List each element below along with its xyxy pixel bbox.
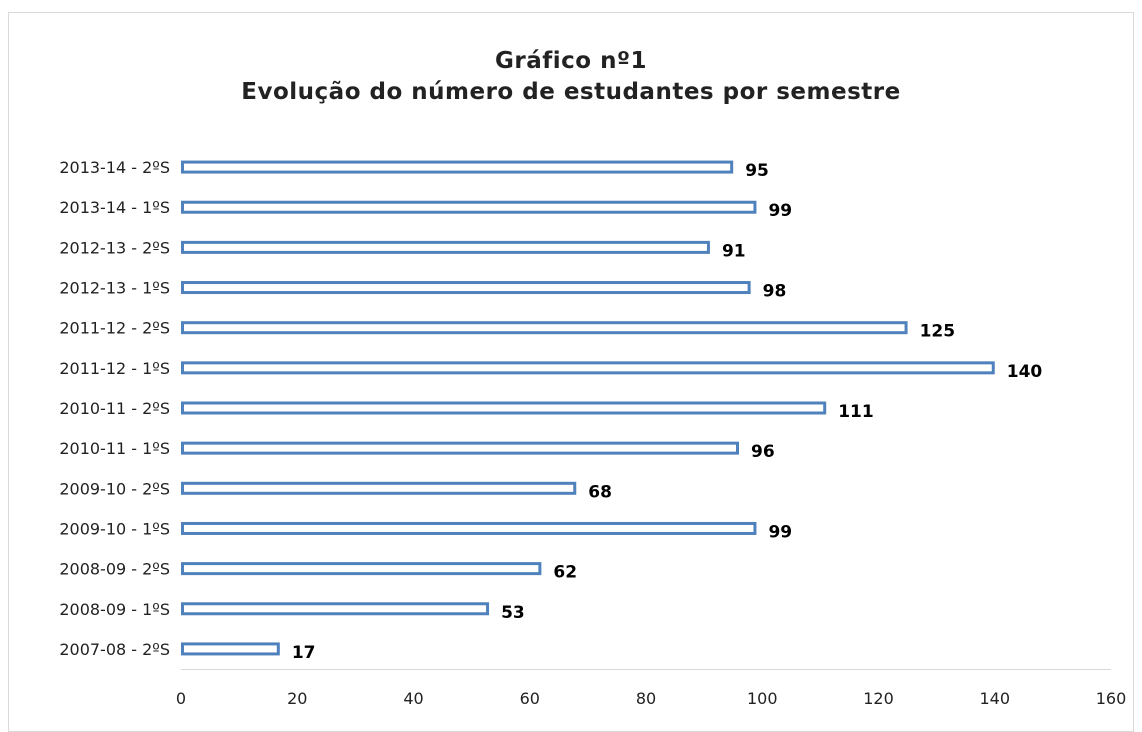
bar: [181, 281, 751, 295]
category-label: 2013-14 - 1ºS: [59, 198, 170, 217]
bar: [181, 441, 739, 455]
bar: [181, 160, 734, 174]
bar: [181, 521, 757, 535]
category-label: 2012-13 - 1ºS: [59, 279, 170, 298]
data-label: 68: [588, 482, 612, 502]
x-tick-label: 60: [520, 689, 540, 708]
data-label: 91: [722, 241, 746, 261]
chart-title-line-1: Gráfico nº1: [495, 48, 647, 74]
bar: [181, 401, 827, 415]
bar: [181, 481, 577, 495]
x-tick-label: 100: [747, 689, 778, 708]
category-label: 2007-08 - 2ºS: [59, 640, 170, 659]
category-label: 2013-14 - 2ºS: [59, 158, 170, 177]
chart-title-line-2: Evolução do número de estudantes por sem…: [241, 79, 901, 105]
bar: [181, 602, 490, 616]
x-tick-label: 40: [403, 689, 423, 708]
data-label: 17: [292, 643, 316, 663]
bar: [181, 200, 757, 214]
category-label: 2009-10 - 1ºS: [59, 519, 170, 538]
bar: [181, 321, 908, 335]
category-label: 2010-11 - 2ºS: [59, 399, 170, 418]
bar: [181, 240, 710, 254]
category-label: 2008-09 - 1ºS: [59, 600, 170, 619]
data-label: 62: [553, 563, 577, 583]
bar: [181, 361, 995, 375]
category-label: 2011-12 - 2ºS: [59, 319, 170, 338]
x-tick-label: 160: [1096, 689, 1127, 708]
category-label: 2009-10 - 2ºS: [59, 479, 170, 498]
data-label: 96: [751, 442, 775, 462]
category-label: 2011-12 - 1ºS: [59, 359, 170, 378]
bar-chart: 0 20 40 60 80 100 120 140 160 2007-08 - 2ºS 17 2008…: [59, 158, 1127, 708]
category-label: 2012-13 - 2ºS: [59, 238, 170, 257]
data-label: 140: [1007, 362, 1043, 382]
category-label: 2010-11 - 1ºS: [59, 439, 170, 458]
x-tick-label: 80: [636, 689, 656, 708]
bar: [181, 562, 542, 576]
data-label: 98: [763, 282, 787, 302]
data-label: 111: [838, 402, 874, 422]
data-label: 99: [768, 522, 792, 542]
data-label: 53: [501, 603, 525, 623]
x-tick-label: 0: [176, 689, 186, 708]
x-tick-label: 20: [287, 689, 307, 708]
category-label: 2008-09 - 2ºS: [59, 560, 170, 579]
data-label: 99: [768, 201, 792, 221]
data-label: 125: [920, 322, 956, 342]
bar: [181, 642, 280, 656]
chart-title: Gráfico nº1 Evolução do número de estuda…: [0, 46, 1142, 108]
data-label: 95: [745, 161, 769, 181]
x-tick-label: 120: [863, 689, 894, 708]
x-tick-label: 140: [979, 689, 1010, 708]
